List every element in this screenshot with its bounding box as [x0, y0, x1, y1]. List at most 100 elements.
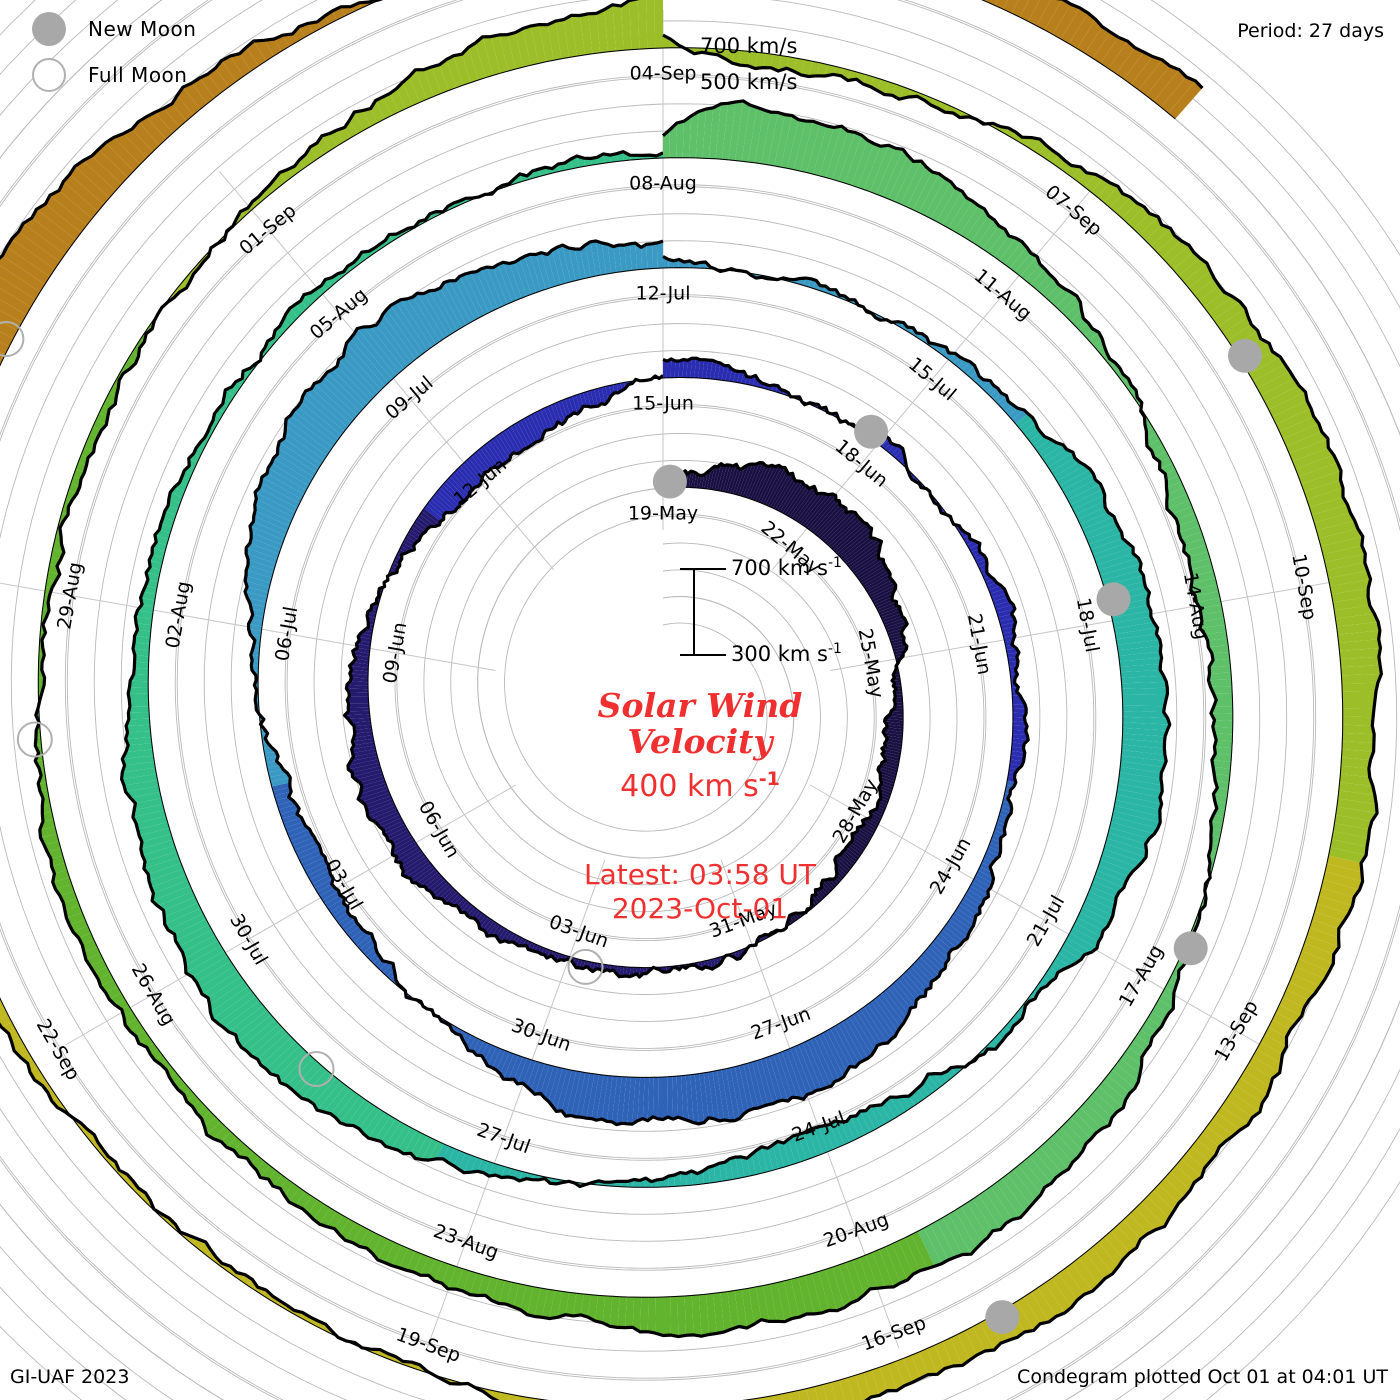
- velocity-segment: [811, 1271, 830, 1313]
- velocity-segment: [534, 1063, 550, 1095]
- velocity-segment: [2, 247, 50, 285]
- velocity-segment: [853, 555, 879, 575]
- velocity-segment: [585, 241, 596, 278]
- velocity-segment: [1108, 827, 1150, 844]
- velocity-segment: [432, 882, 450, 898]
- velocity-segment: [1167, 245, 1194, 270]
- velocity-segment: [140, 833, 173, 849]
- velocity-segment: [701, 472, 708, 489]
- velocity-segment: [1211, 652, 1230, 661]
- velocity-segment: [1212, 1112, 1240, 1136]
- velocity-segment: [1064, 937, 1092, 955]
- velocity-segment: [565, 1071, 581, 1117]
- velocity-segment: [1008, 661, 1018, 667]
- velocity-segment: [877, 800, 888, 807]
- velocity-segment: [770, 1282, 785, 1322]
- velocity-segment: [763, 53, 774, 68]
- velocity-segment: [1339, 774, 1373, 787]
- velocity-segment: [748, 375, 756, 386]
- velocity-segment: [686, 471, 691, 488]
- velocity-segment: [491, 34, 508, 74]
- velocity-segment: [377, 814, 402, 828]
- velocity-segment: [105, 392, 117, 405]
- velocity-segment: [541, 252, 556, 288]
- velocity-segment: [867, 579, 894, 595]
- velocity-segment: [420, 1256, 436, 1276]
- velocity-segment: [1307, 927, 1339, 948]
- velocity-segment: [853, 1012, 878, 1051]
- spiral-date-label: 27-Jun: [748, 1003, 814, 1045]
- velocity-segment: [999, 617, 1016, 626]
- velocity-segment: [863, 145, 889, 192]
- velocity-segment: [69, 919, 88, 932]
- velocity-segment: [247, 597, 267, 607]
- velocity-segment: [846, 845, 861, 858]
- page-title: Solar Wind Velocity: [450, 688, 950, 760]
- velocity-segment: [1292, 447, 1334, 469]
- velocity-segment: [88, 1134, 99, 1146]
- velocity-segment: [1104, 1231, 1130, 1260]
- velocity-segment: [976, 559, 987, 567]
- velocity-segment: [816, 506, 846, 537]
- velocity-segment: [755, 465, 775, 502]
- velocity-segment: [1314, 903, 1349, 922]
- grid-ring-300: [504, 514, 768, 832]
- velocity-segment: [191, 78, 215, 104]
- velocity-segment: [358, 786, 389, 800]
- velocity-segment: [865, 818, 879, 827]
- velocity-segment: [936, 188, 963, 225]
- velocity-segment: [840, 533, 871, 560]
- velocity-segment: [1077, 507, 1109, 525]
- velocity-segment: [523, 416, 539, 443]
- velocity-segment: [60, 891, 77, 903]
- velocity-segment: [1221, 1099, 1253, 1125]
- velocity-segment: [111, 1161, 120, 1173]
- velocity-segment: [995, 822, 1006, 830]
- velocity-segment: [267, 467, 307, 495]
- velocity-segment: [652, 242, 658, 269]
- velocity-segment: [890, 637, 905, 644]
- velocity-segment: [440, 484, 461, 507]
- velocity-segment: [410, 526, 423, 537]
- velocity-segment: [215, 60, 237, 87]
- velocity-segment: [136, 623, 152, 632]
- velocity-segment: [1032, 436, 1051, 450]
- copyright-note: GI-UAF 2023: [10, 1366, 130, 1388]
- velocity-segment: [875, 1104, 891, 1124]
- velocity-segment: [1146, 427, 1157, 439]
- velocity-segment: [1214, 773, 1230, 783]
- velocity-segment: [128, 706, 150, 713]
- velocity-segment: [1147, 1190, 1174, 1219]
- velocity-segment: [199, 73, 222, 98]
- velocity-segment: [1072, 922, 1102, 943]
- velocity-segment: [129, 700, 149, 707]
- velocity-segment: [248, 624, 262, 632]
- velocity-segment: [143, 851, 179, 869]
- velocity-segment: [1168, 81, 1203, 119]
- velocity-segment: [479, 917, 492, 930]
- velocity-segment: [1204, 631, 1228, 641]
- velocity-segment: [1029, 432, 1045, 445]
- velocity-segment: [358, 636, 372, 643]
- velocity-segment: [1110, 816, 1158, 834]
- velocity-segment: [496, 1050, 510, 1074]
- velocity-segment: [1112, 811, 1161, 829]
- velocity-segment: [130, 674, 149, 682]
- velocity-segment: [1268, 1019, 1291, 1037]
- velocity-segment: [681, 1075, 689, 1121]
- velocity-segment: [1210, 706, 1233, 714]
- velocity-segment: [500, 930, 512, 943]
- velocity-segment: [491, 924, 503, 936]
- velocity-segment: [722, 101, 736, 160]
- velocity-segment: [121, 774, 158, 786]
- velocity-segment: [402, 76, 420, 106]
- velocity-segment: [379, 240, 388, 248]
- velocity-segment: [798, 493, 825, 524]
- velocity-segment: [708, 1165, 716, 1183]
- velocity-segment: [1122, 716, 1170, 725]
- velocity-segment: [879, 606, 900, 618]
- velocity-segment: [763, 467, 785, 505]
- velocity-segment: [737, 464, 753, 496]
- velocity-segment: [880, 794, 890, 802]
- new-moon-marker: [854, 414, 889, 449]
